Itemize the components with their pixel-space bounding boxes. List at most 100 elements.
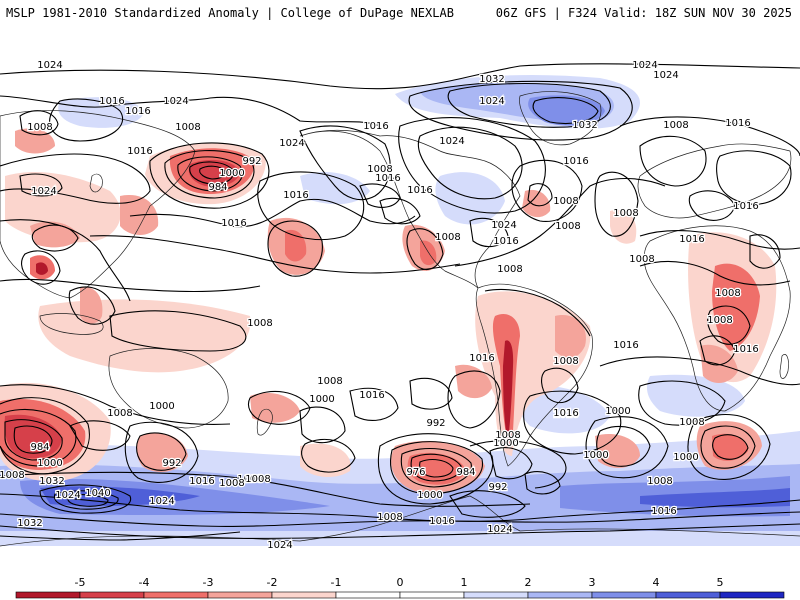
isobar-1008-south-pacific-2 — [247, 390, 311, 425]
anomaly-negative-mexico-core — [420, 240, 437, 266]
isobar-1008-south-atlantic — [469, 440, 567, 489]
isobar-label: 1016 — [725, 118, 750, 129]
colorbar-swatch — [335, 591, 401, 599]
isobar-label: 1008 — [107, 408, 132, 419]
isobar-1000-tasman — [136, 432, 187, 471]
isobar-1016-siberia — [716, 150, 792, 205]
isobar-1016-south-pacific — [0, 384, 231, 425]
coastline-europe — [637, 143, 792, 219]
isobar-label: 1008 — [435, 232, 460, 243]
colorbar-tick-label: 3 — [589, 576, 596, 589]
colorbar-ticks: -5 -4 -3 -2 -1 0 1 2 3 4 5 — [75, 576, 724, 589]
isobar-aleutian-low-1 — [149, 142, 270, 209]
isobar-1016-south-atlantic — [523, 390, 622, 455]
isobar-label: 1008 — [247, 318, 272, 329]
colorbar-swatch — [15, 591, 81, 599]
anomaly-positive-north-america — [435, 172, 505, 225]
isobar-label: 1024 — [267, 540, 292, 551]
colorbar-swatch — [399, 591, 465, 599]
isobar-1016-south-pacific-3 — [349, 387, 399, 421]
isobar-label: 1024 — [31, 186, 56, 197]
coastline-greenland — [519, 91, 602, 146]
isobar-1016-pacific — [129, 198, 416, 228]
anomaly-negative-south-pacific-1 — [455, 364, 492, 399]
isobar-1024-pacific — [257, 171, 365, 241]
map-title: MSLP 1981-2010 Standardized Anomaly | Co… — [6, 6, 454, 20]
isobar-label: 984 — [30, 442, 49, 453]
colorbar-swatches — [15, 591, 785, 599]
isobar-label: 1008 — [647, 476, 672, 487]
colorbar: -5 -4 -3 -2 -1 0 1 2 3 4 5 — [15, 576, 785, 599]
isobar-label: 1008 — [27, 122, 52, 133]
isobar-label: 1016 — [127, 146, 152, 157]
isobar-label: 1016 — [359, 390, 384, 401]
anomaly-negative-south-pacific-2 — [250, 392, 300, 423]
isobar-label: 1032 — [572, 120, 597, 131]
isobar-label: 1008 — [245, 474, 270, 485]
isobar-label: 1016 — [733, 344, 758, 355]
isobar-aleutian-low-2 — [164, 150, 255, 199]
colorbar-tick-label: -1 — [331, 576, 342, 589]
isobar-label: 1000 — [417, 490, 442, 501]
isobar-label: 1016 — [221, 218, 246, 229]
isobar-1024-east-asia — [0, 219, 131, 302]
isobar-label: 1024 — [491, 220, 516, 231]
isobar-drake-low-5 — [419, 459, 454, 478]
isobar-992-south-atlantic — [449, 490, 526, 518]
isobar-1008-africa-3 — [699, 335, 736, 366]
isobar-label: 1024 — [55, 490, 80, 501]
isobar-label: 984 — [456, 467, 475, 478]
isobar-label: 1000 — [219, 168, 244, 179]
isobar-1016-africa — [749, 234, 781, 269]
isobar-label: 1016 — [553, 409, 578, 420]
isobar-1008-tropics — [68, 286, 116, 325]
isobar-label: 1008 — [237, 474, 262, 485]
coastline-new-zealand — [256, 408, 273, 436]
isobar-drake-low-3 — [400, 448, 472, 488]
isobar-1016-north-america — [299, 125, 391, 201]
colorbar-tick-label: -4 — [139, 576, 150, 589]
isobar-aleutian-low-5 — [199, 165, 226, 180]
isobar-1024-north — [0, 63, 800, 90]
anomaly-negative-africa-2 — [712, 263, 760, 351]
isobar-1024-asia-east — [688, 190, 736, 221]
isobar-1000-south-pacific — [299, 406, 346, 444]
colorbar-swatch — [527, 591, 593, 599]
isobar-antarctic-high-2 — [53, 490, 119, 510]
anomaly-shading — [0, 74, 800, 546]
isobar-1000-south-america — [489, 447, 533, 480]
isobar-1008-tasman — [69, 420, 131, 451]
isobar-label: 1008 — [629, 254, 654, 265]
isobar-label: 1024 — [163, 96, 188, 107]
isobar-1008-asia — [19, 110, 59, 136]
isobar-label: 1024 — [479, 96, 504, 107]
isobar-1016-north-atlantic — [511, 159, 583, 222]
isobar-label: 1000 — [673, 452, 698, 463]
isobar-label: 1000 — [583, 450, 608, 461]
isobar-southern-belt-1016 — [0, 511, 800, 527]
isobar-1016-atlantic — [454, 178, 666, 267]
isobar-label: 1024 — [279, 138, 304, 149]
isobar-1024-arctic — [408, 80, 633, 141]
isobar-1008-tasman-2 — [124, 421, 199, 483]
isobar-south-pacific-low-4 — [13, 425, 53, 454]
anomaly-negative-south-indian-2 — [595, 434, 640, 468]
anomaly-positive-south-atlantic — [515, 385, 610, 434]
colorbar-swatch — [143, 591, 209, 599]
isobar-1032-arctic-2 — [532, 97, 599, 125]
anomaly-positive-indian-ocean — [647, 374, 745, 417]
isobar-1008-azores — [594, 171, 639, 237]
isobar-label: 1000 — [309, 394, 334, 405]
isobar-aleutian-low-3 — [177, 156, 243, 192]
isobar-1016-tibet — [21, 250, 61, 285]
isobar-aleutian-low-4 — [189, 161, 234, 185]
isobar-label: 1016 — [733, 201, 758, 212]
isobar-label: 1024 — [37, 60, 62, 71]
colorbar-tick-label: -3 — [203, 576, 214, 589]
anomaly-positive-southern-belt-4 — [40, 486, 200, 506]
isobar-antarctic-high-1 — [39, 484, 132, 514]
isobar-label: 1008 — [317, 376, 342, 387]
isobar-label: 1040 — [85, 488, 110, 499]
anomaly-negative-atlantic — [522, 189, 551, 218]
